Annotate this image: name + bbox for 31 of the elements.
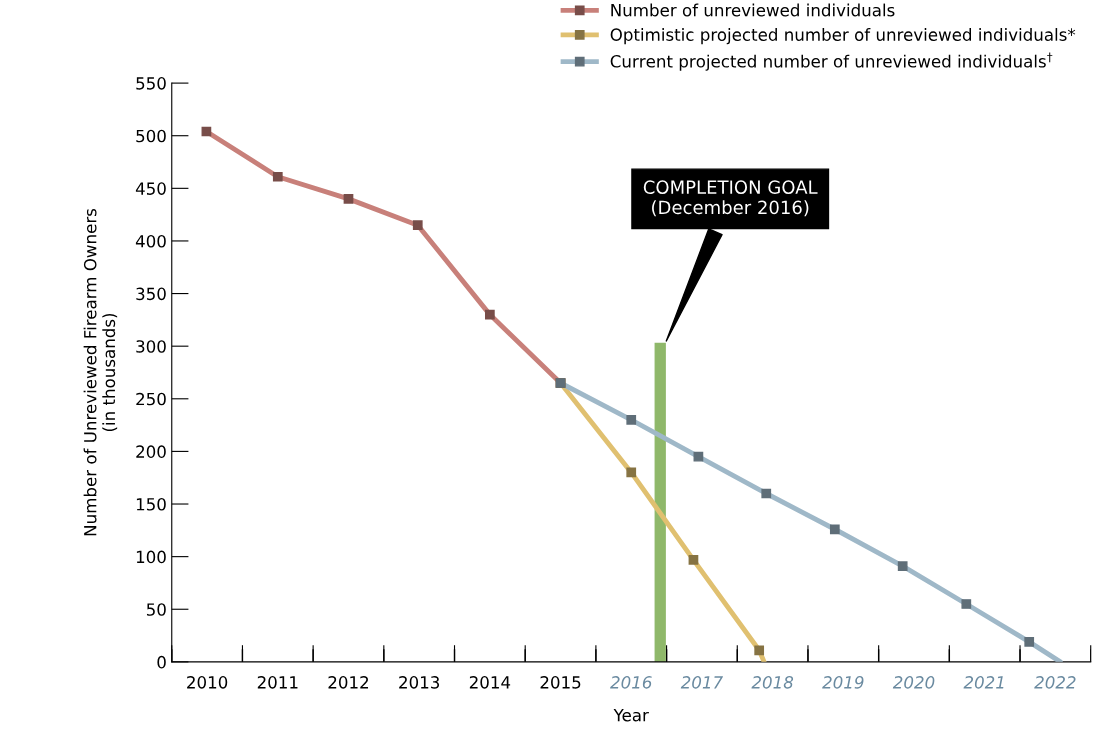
y-tick-label: 350 [136,287,166,301]
x-axis-title: Year [613,709,649,722]
x-tick-label: 2010 [187,676,228,689]
y-tick-label: 300 [136,340,166,353]
x-tick-label: 2014 [469,676,511,689]
legend-label: Number of unreviewed individuals [611,3,895,17]
y-tick-label: 250 [136,392,166,406]
x-tick-label: 2016 [610,676,652,689]
x-tick-label: 2015 [540,676,581,689]
y-tick-label: 150 [136,497,166,511]
y-tick-label: 0 [157,655,166,669]
x-tick-label: 2021 [963,676,1004,689]
y-axis-title: Number of Unreviewed Firearm Owners (in thousands) [83,208,118,536]
y-tick-label: 550 [136,77,166,90]
legend-label: Optimistic projected number of unreviewed individuals* [610,28,1076,45]
x-tick-label: 2017 [680,676,723,689]
legend-label: Current projected number of unreviewed individuals$^{†}$ [610,52,1053,71]
y-tick-label: 400 [135,234,166,248]
x-tick-label: 2013 [399,676,440,689]
y-tick-label: 100 [136,550,166,564]
y-tick-label: 500 [136,129,166,143]
x-tick-label: 2012 [328,676,369,689]
y-tick-label: 50 [146,603,166,616]
x-tick-label: 2011 [257,676,298,689]
y-tick-label: 200 [136,445,166,458]
y-tick-label: 450 [135,182,166,195]
x-tick-label: 2018 [751,676,794,689]
band-label: COMPLETION GOAL (December 2016) [643,180,818,217]
x-tick-label: 2020 [892,676,935,689]
x-tick-label: 2022 [1034,676,1076,689]
x-tick-label: 2019 [822,676,864,689]
